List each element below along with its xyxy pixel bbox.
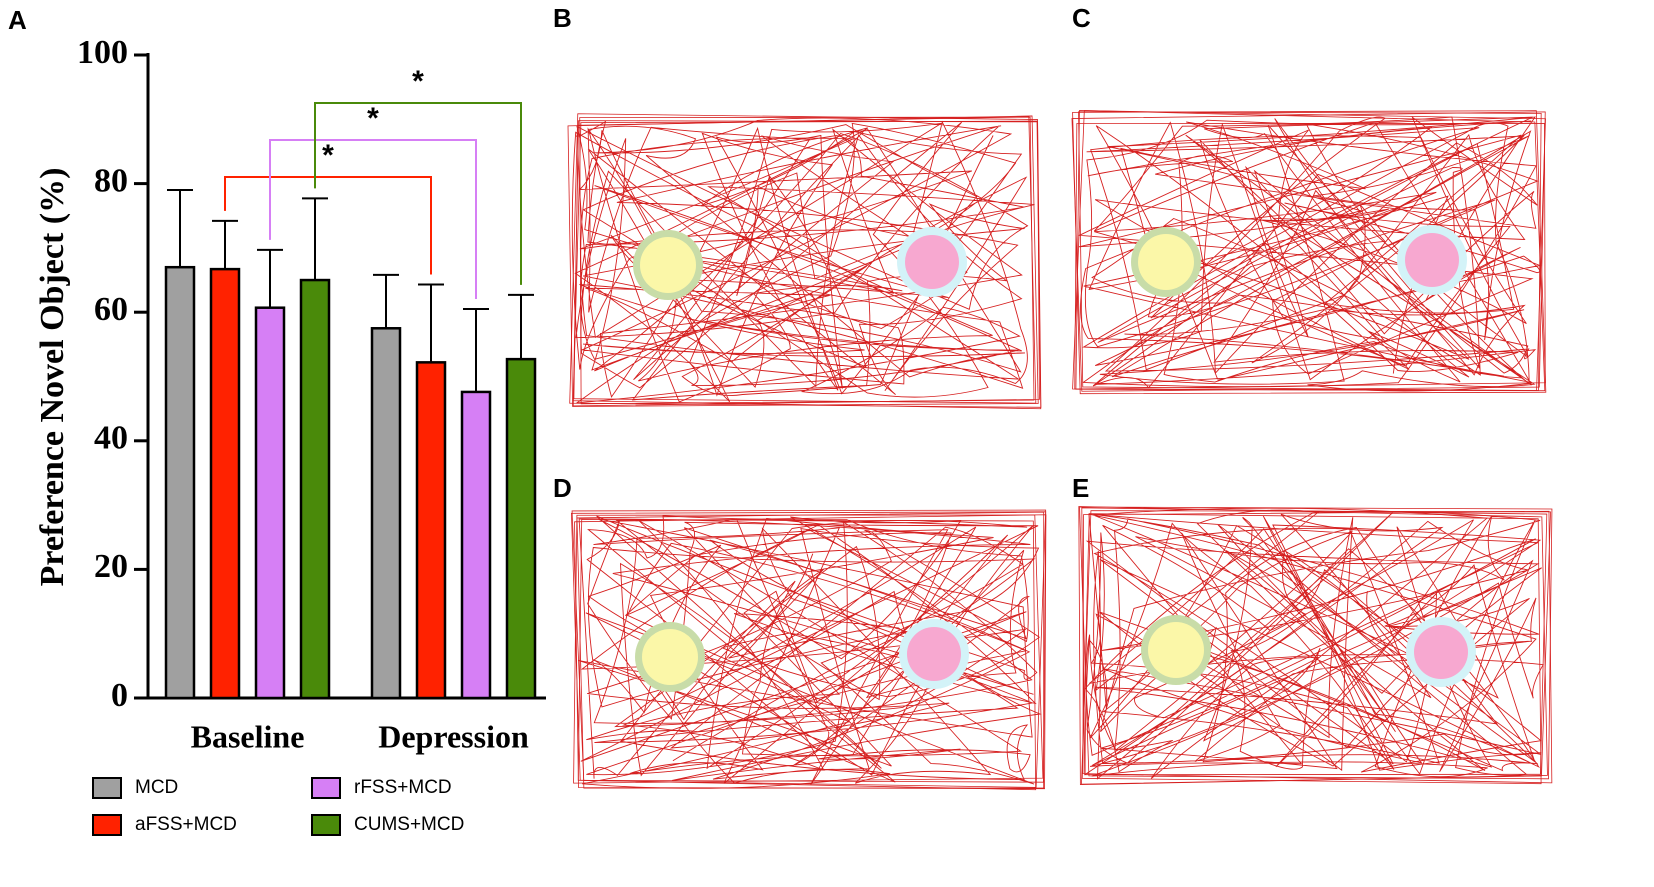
trajectory-border: [1071, 111, 1546, 392]
trajectory: [571, 117, 1035, 404]
bar: [370, 327, 402, 700]
trajectory-border: [1078, 506, 1548, 786]
object: [1148, 622, 1204, 678]
object: [1405, 233, 1459, 287]
y-tick-label: 40: [94, 420, 128, 457]
object: [907, 627, 961, 681]
object: [905, 235, 959, 289]
panel-label: A: [8, 5, 27, 35]
y-tick-label: 60: [94, 291, 128, 328]
bar: [254, 306, 286, 700]
trajectory-panel: [1071, 110, 1547, 395]
trajectory-border: [570, 511, 1047, 783]
panel-label: C: [1072, 3, 1091, 33]
object: [1138, 234, 1194, 290]
legend-swatch: [92, 814, 122, 836]
significance-label: *: [412, 65, 424, 98]
y-tick-label: 100: [77, 34, 128, 71]
y-axis-label: Preference Novel Object (%): [34, 168, 71, 587]
significance-label: *: [322, 139, 334, 172]
legend-swatch: [311, 777, 341, 799]
legend-label: aFSS+MCD: [135, 814, 237, 835]
panel-label: D: [553, 473, 572, 503]
significance-bracket: [269, 139, 477, 299]
significance-bracket: [224, 176, 432, 275]
bar: [209, 267, 241, 700]
trajectory-border: [1081, 507, 1548, 776]
legend-swatch: [311, 814, 341, 836]
legend-label: CUMS+MCD: [354, 814, 464, 835]
legend-swatch: [92, 777, 122, 799]
trajectory-border: [576, 511, 1045, 789]
object: [642, 629, 698, 685]
bar: [299, 278, 331, 700]
trajectory-border: [1072, 110, 1547, 395]
legend-label: MCD: [135, 777, 178, 798]
bar: [505, 357, 537, 700]
bar: [460, 390, 492, 700]
x-tick-label: Depression: [378, 718, 529, 754]
object: [1414, 625, 1468, 679]
trajectory-border: [1082, 510, 1553, 784]
trajectory-panel: [1078, 506, 1553, 786]
trajectory: [1077, 116, 1542, 392]
object: [640, 237, 696, 293]
bar: [164, 265, 196, 700]
bar: [415, 361, 447, 700]
x-tick-label: Baseline: [191, 718, 305, 754]
significance-bracket: [314, 102, 522, 285]
trajectory-panel: [567, 113, 1042, 410]
significance-label: *: [367, 102, 379, 135]
trajectory-border: [573, 514, 1044, 784]
y-tick-label: 80: [94, 162, 128, 199]
legend-label: rFSS+MCD: [354, 777, 452, 798]
y-tick-label: 0: [111, 677, 128, 714]
panel-label: B: [553, 3, 572, 33]
y-tick-label: 20: [94, 548, 128, 585]
panel-label: E: [1072, 473, 1089, 503]
trajectory-border: [572, 120, 1042, 410]
trajectory-panel: [570, 509, 1047, 791]
trajectory-border: [571, 509, 1047, 788]
trajectory: [577, 515, 1042, 789]
